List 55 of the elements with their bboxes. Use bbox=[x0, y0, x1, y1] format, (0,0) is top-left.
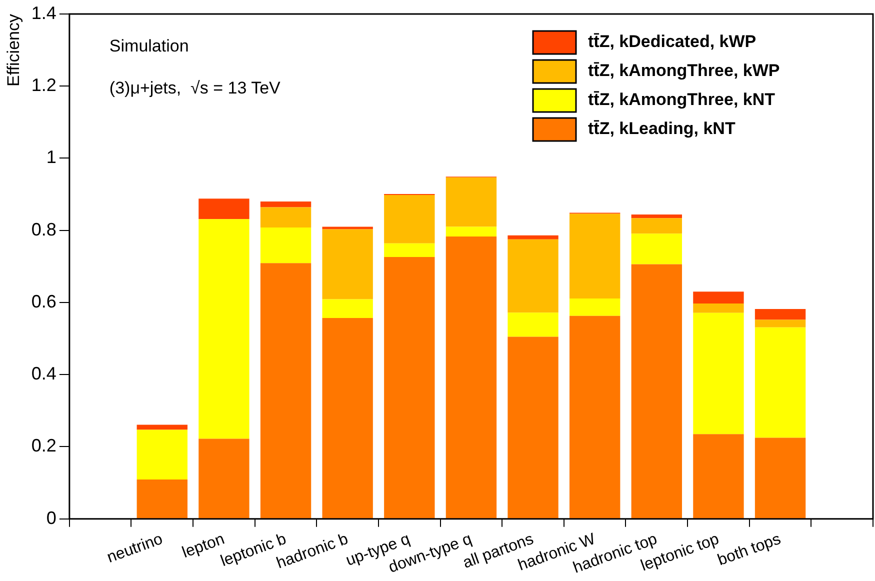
bar bbox=[446, 177, 497, 227]
y-tick-label: 0.8 bbox=[31, 219, 56, 240]
y-tick-label: 0.2 bbox=[31, 436, 56, 456]
bar bbox=[508, 235, 558, 240]
bar bbox=[569, 316, 620, 518]
bar bbox=[569, 214, 620, 299]
bar bbox=[754, 438, 806, 518]
bar bbox=[136, 424, 188, 430]
y-tick-label: 0.6 bbox=[31, 291, 56, 312]
bar bbox=[260, 207, 312, 228]
bar bbox=[322, 229, 373, 300]
bar bbox=[631, 214, 682, 218]
x-tick-label: neutrino bbox=[104, 530, 166, 567]
bar bbox=[693, 434, 744, 518]
y-tick-label: 0 bbox=[46, 508, 56, 528]
y-tick-label: 1.2 bbox=[31, 75, 56, 96]
bar bbox=[198, 198, 250, 220]
bar bbox=[569, 298, 620, 316]
annotation: Simulation bbox=[109, 36, 189, 56]
legend-label: tt̄Z, kDedicated, kWP bbox=[588, 32, 756, 52]
bar bbox=[693, 292, 744, 304]
bar bbox=[322, 299, 373, 318]
y-tick-label: 1 bbox=[46, 147, 56, 168]
bar bbox=[446, 226, 497, 236]
bar bbox=[322, 318, 373, 518]
bar bbox=[136, 480, 188, 518]
bar bbox=[198, 219, 250, 439]
bar bbox=[198, 438, 250, 518]
bar bbox=[508, 336, 558, 518]
bar bbox=[136, 430, 188, 480]
bar bbox=[384, 195, 435, 244]
bar bbox=[631, 218, 682, 234]
bar bbox=[446, 236, 497, 518]
bar bbox=[260, 263, 312, 518]
bar bbox=[693, 304, 744, 313]
bar bbox=[384, 257, 435, 518]
y-axis-title: Efficiency bbox=[4, 14, 23, 86]
bar bbox=[631, 234, 682, 264]
legend-label: tt̄Z, kAmongThree, kWP bbox=[588, 61, 780, 80]
bar bbox=[322, 226, 373, 230]
y-tick-label: 0.4 bbox=[31, 364, 56, 384]
legend-label: tt̄Z, kLeading, kNT bbox=[588, 119, 736, 138]
y-tick-label: 1.4 bbox=[31, 2, 56, 23]
bar bbox=[260, 202, 312, 208]
bar bbox=[260, 227, 312, 264]
bar bbox=[693, 312, 744, 434]
bar bbox=[508, 239, 558, 313]
bar bbox=[508, 312, 558, 337]
bar bbox=[754, 327, 806, 438]
legend-label: tt̄Z, kAmongThree, kNT bbox=[588, 90, 776, 110]
annotation: (3)μ+jets, √s = 13 TeV bbox=[109, 78, 282, 98]
bar bbox=[384, 243, 435, 258]
bar bbox=[631, 264, 682, 518]
bar bbox=[754, 320, 806, 328]
bar bbox=[754, 308, 806, 320]
